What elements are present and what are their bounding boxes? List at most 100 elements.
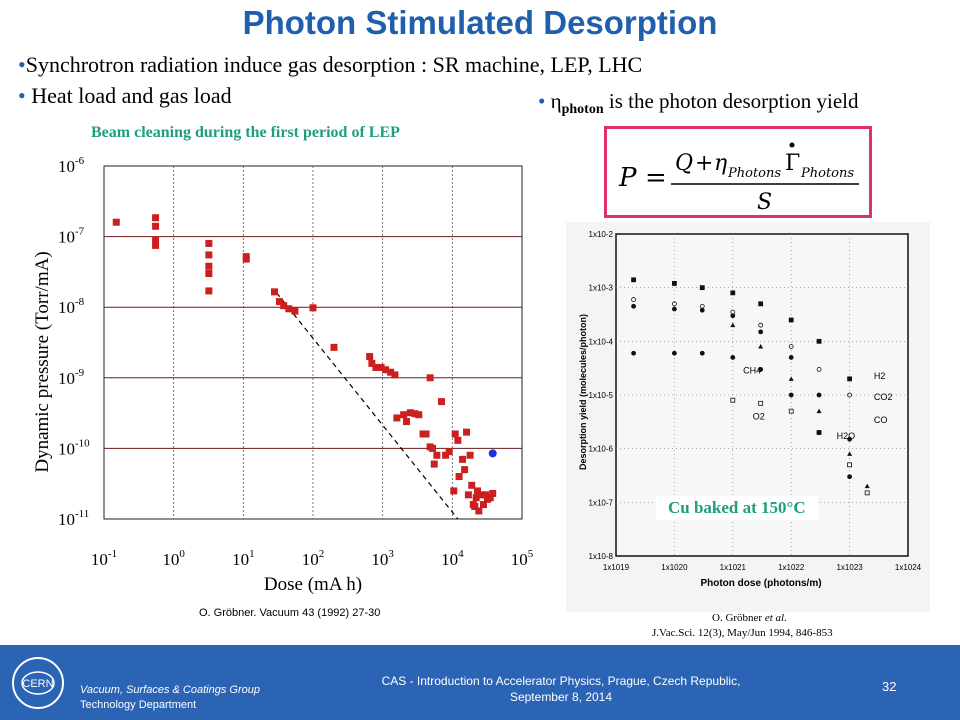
right-y-tick-label: 1x10-2 (589, 230, 614, 239)
right-data-point (758, 322, 764, 328)
x-tick-label: 101 (232, 548, 254, 569)
y-tick-label: 10-6 (58, 155, 85, 176)
right-data-point (730, 355, 736, 360)
x-tick-exponent: 5 (528, 548, 534, 560)
y-tick-exponent: -6 (75, 155, 85, 167)
slide-title: Photon Stimulated Desorption (242, 4, 718, 41)
x-tick-label: 10-1 (91, 548, 117, 569)
data-point (205, 239, 213, 247)
right-data-point (730, 322, 736, 328)
right-data-point (631, 277, 636, 283)
left-chart-title: Beam cleaning during the first period of… (91, 124, 400, 141)
cern-logo-icon: CERN (12, 657, 64, 709)
right-data-point (631, 303, 636, 309)
curve-label: O2 (753, 411, 765, 421)
right-data-point (847, 392, 853, 398)
data-point (450, 487, 458, 495)
data-point (482, 491, 490, 499)
data-point (391, 371, 399, 379)
cu-baked-annotation: Cu baked at 150°C (656, 496, 818, 520)
data-point (455, 472, 463, 480)
data-point (366, 353, 374, 361)
curve-label: H2O (837, 431, 856, 441)
formula-lhs: P (618, 163, 637, 193)
right-data-point (631, 350, 636, 356)
bullet-text: Heat load and gas load (31, 83, 232, 108)
right-data-point (864, 490, 870, 496)
data-point (451, 430, 459, 438)
data-point (429, 444, 437, 452)
data-point (280, 302, 288, 310)
data-point (112, 218, 120, 226)
curve-label: CO2 (874, 392, 893, 402)
right-data-point (788, 392, 794, 398)
data-point (477, 491, 485, 499)
data-point (152, 222, 160, 230)
data-point (285, 305, 293, 313)
right-data-point (788, 355, 794, 360)
data-point (475, 507, 483, 515)
right-data-point (788, 376, 794, 381)
y-tick-label: 10-11 (58, 508, 89, 529)
right-data-point (631, 297, 636, 302)
data-point (205, 251, 213, 259)
right-data-point (864, 483, 870, 489)
data-point (479, 501, 487, 509)
data-point (461, 466, 469, 474)
data-point (486, 494, 494, 502)
pressure-formula: P = Q + η Photons Γ Photons S (604, 126, 872, 218)
x-tick-label: 103 (371, 548, 394, 569)
formula-equals: = (645, 163, 667, 193)
data-point (382, 366, 390, 374)
highlight-point (488, 449, 497, 458)
data-point (205, 262, 213, 270)
right-x-tick-label: 1x1024 (895, 563, 922, 572)
data-point (464, 491, 472, 499)
data-point (377, 363, 385, 371)
right-data-point (758, 329, 764, 335)
x-tick-label: 102 (302, 548, 325, 569)
curve-label: CH4 (743, 366, 761, 376)
group-name: Vacuum, Surfaces & Coatings Group (80, 684, 260, 696)
data-point (152, 236, 160, 244)
data-point (205, 270, 213, 278)
right-data-point (672, 301, 677, 307)
data-point (291, 307, 299, 315)
right-data-point (816, 392, 822, 398)
data-point (438, 398, 446, 406)
right-x-tick-label: 1x1019 (603, 563, 630, 572)
data-point (309, 304, 317, 312)
formula-gamma: Γ (785, 151, 800, 176)
right-data-point (672, 281, 677, 286)
data-point (415, 411, 423, 419)
formula-gamma-sub: Photons (800, 166, 854, 181)
y-tick-label: 10-10 (58, 437, 90, 458)
right-y-axis-label: Desorption yield (molecules/photon) (578, 314, 588, 470)
y-tick-exponent: -11 (75, 508, 89, 520)
data-point (372, 363, 380, 371)
y-tick-label: 10-9 (58, 367, 85, 388)
footer-group: Vacuum, Surfaces & Coatings Group Techno… (80, 683, 260, 713)
right-y-tick-label: 1x10-8 (589, 552, 614, 561)
right-data-point (788, 317, 794, 323)
formula-gamma-dot (789, 142, 795, 148)
data-point (330, 343, 338, 351)
data-point (459, 455, 467, 463)
footer-bar: CERN Vacuum, Surfaces & Coatings Group T… (0, 645, 960, 720)
data-point (474, 487, 482, 495)
formula-svg: P = Q + η Photons Γ Photons S (618, 142, 859, 215)
data-point (393, 414, 401, 422)
right-data-point (816, 430, 822, 435)
right-x-tick-label: 1x1022 (778, 563, 805, 572)
right-y-tick-label: 1x10-6 (589, 445, 614, 454)
data-point (463, 428, 471, 436)
department-name: Technology Department (80, 699, 197, 711)
data-point (489, 489, 497, 497)
eta-text: is the photon desorption yield (603, 89, 859, 113)
desorption-yield-figure: Desorption yield (molecules/photon) Phot… (566, 222, 930, 612)
formula-eta-sub: Photons (727, 166, 781, 181)
right-data-point (699, 350, 705, 356)
formula-eta: η (714, 151, 727, 176)
data-point (422, 430, 430, 438)
bullet-synchrotron: •Synchrotron radiation induce gas desorp… (18, 52, 643, 77)
